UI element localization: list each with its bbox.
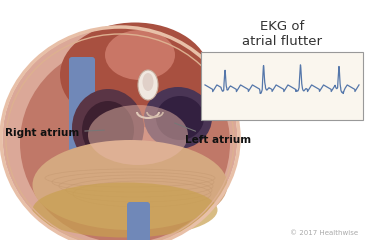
Ellipse shape	[32, 140, 227, 230]
Ellipse shape	[32, 182, 217, 238]
Ellipse shape	[82, 101, 134, 159]
Text: Right atrium: Right atrium	[5, 128, 104, 138]
Ellipse shape	[138, 70, 158, 100]
Ellipse shape	[144, 87, 212, 149]
Ellipse shape	[88, 105, 188, 165]
Ellipse shape	[105, 30, 175, 80]
Ellipse shape	[60, 23, 210, 127]
FancyBboxPatch shape	[69, 57, 95, 218]
Ellipse shape	[142, 73, 153, 91]
Ellipse shape	[156, 96, 204, 140]
Text: Left atrium: Left atrium	[174, 123, 251, 145]
Ellipse shape	[3, 28, 237, 240]
Text: EKG of
atrial flutter: EKG of atrial flutter	[242, 20, 322, 48]
FancyBboxPatch shape	[201, 52, 363, 120]
Ellipse shape	[72, 89, 144, 167]
Text: © 2017 Healthwise: © 2017 Healthwise	[290, 230, 358, 236]
FancyBboxPatch shape	[127, 202, 150, 240]
Ellipse shape	[20, 43, 230, 240]
